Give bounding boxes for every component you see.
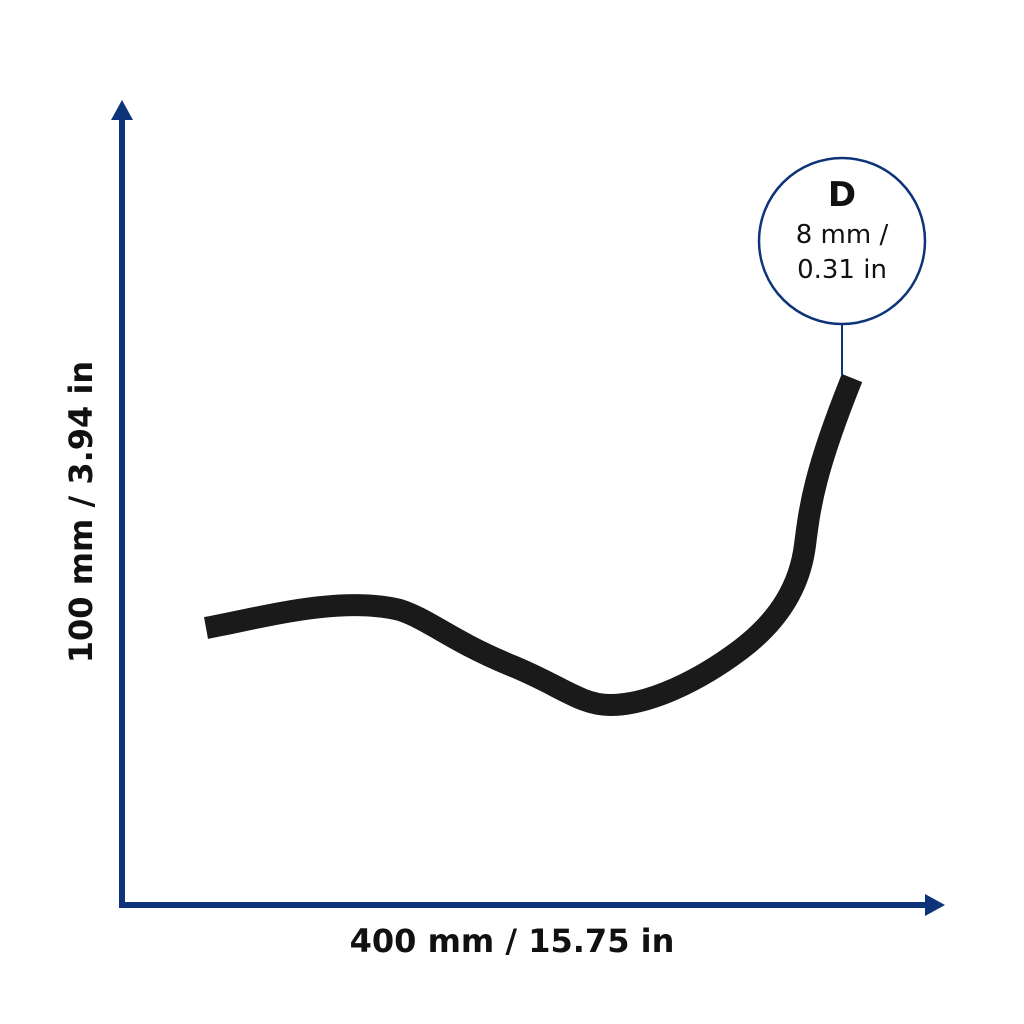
callout-circle <box>757 156 927 326</box>
width-label: 400 mm / 15.75 in <box>350 922 675 960</box>
callout-letter: D <box>828 175 856 215</box>
height-label: 100 mm / 3.94 in <box>62 361 100 663</box>
callout-line2: 0.31 in <box>797 255 887 285</box>
x-arrow <box>925 894 945 916</box>
hose <box>203 373 863 717</box>
callout-line1: 8 mm / <box>796 220 889 250</box>
y-arrow <box>111 100 133 120</box>
